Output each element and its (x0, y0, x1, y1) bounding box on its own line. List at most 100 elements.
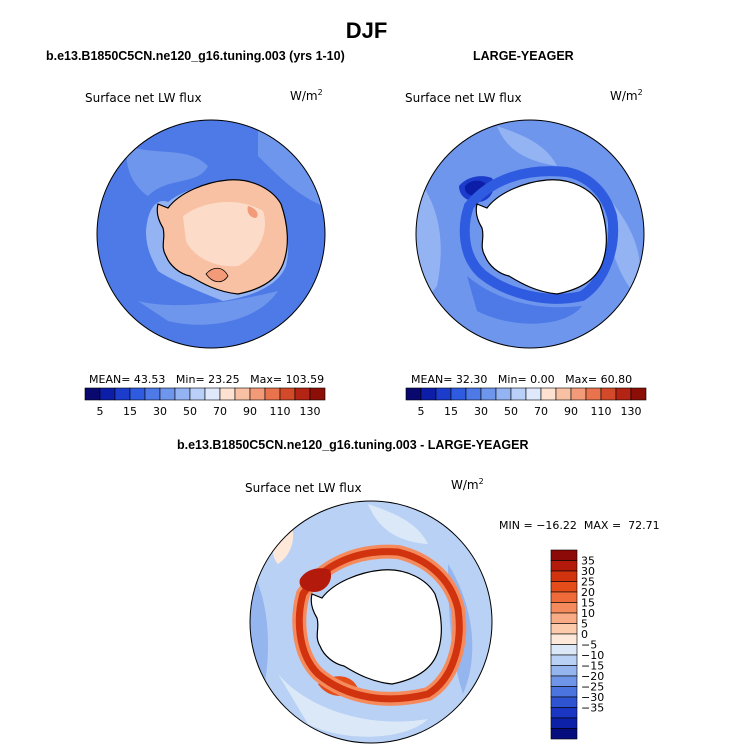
panel1-units: W/m2 (290, 88, 323, 103)
panel2-title: LARGE-YEAGER (473, 49, 574, 63)
panel1-subtitle: Surface net LW flux (85, 91, 202, 105)
panel1-colorbar-swatch (189, 387, 206, 401)
panel2-stats: MEAN= 32.30 Min= 0.00 Max= 60.80 (411, 373, 633, 386)
panel2-colorbar-tick-label: 30 (474, 405, 488, 418)
panel2-colorbar-swatch (405, 387, 422, 401)
panel1-colorbar-swatch (249, 387, 266, 401)
panel3-colorbar-swatch (550, 686, 578, 698)
panel2-colorbar-swatch (540, 387, 557, 401)
panel3-colorbar-swatch (550, 612, 578, 624)
panel3-colorbar-swatch (550, 717, 578, 729)
panel1-colorbar-swatch (129, 387, 146, 401)
panel1-colorbar-swatch (279, 387, 296, 401)
panel3-colorbar-swatch (550, 602, 578, 614)
panel3-colorbar-tick-label: −25 (581, 681, 604, 694)
panel3-colorbar-swatch (550, 560, 578, 572)
panel3-colorbar-tick-label: 30 (581, 565, 595, 578)
panel2-colorbar-swatch (465, 387, 482, 401)
panel3-colorbar-tick-label: −10 (581, 649, 604, 662)
panel2-colorbar-tick-label: 15 (444, 405, 458, 418)
panel3-subtitle: Surface net LW flux (245, 481, 362, 495)
panel1-colorbar-tick-label: 110 (270, 405, 291, 418)
panel2-colorbar-tick-label: 50 (504, 405, 518, 418)
panel3-colorbar-tick-label: −20 (581, 670, 604, 683)
panel3-colorbar-swatch (550, 623, 578, 635)
panel1-colorbar-tick-label: 50 (183, 405, 197, 418)
panel1-stats: MEAN= 43.53 Min= 23.25 Max= 103.59 (89, 373, 325, 386)
panel2-colorbar-swatch (630, 387, 647, 401)
panel3-colorbar-swatch (550, 696, 578, 708)
panel1-colorbar-tick-label: 30 (153, 405, 167, 418)
panel1-colorbar-swatch (234, 387, 251, 401)
panel2-colorbar-tick-label: 70 (534, 405, 548, 418)
panel1-title: b.e13.B1850C5CN.ne120_g16.tuning.003 (yr… (46, 49, 345, 63)
panel2-colorbar-swatch (495, 387, 512, 401)
panel2-colorbar-swatch (600, 387, 617, 401)
panel2-colorbar-swatch (525, 387, 542, 401)
panel3-colorbar-tick-label: −15 (581, 660, 604, 673)
panel3-title: b.e13.B1850C5CN.ne120_g16.tuning.003 - L… (177, 438, 529, 452)
panel3-colorbar-swatch (550, 728, 578, 740)
panel1-colorbar-swatch (99, 387, 116, 401)
panel2-units: W/m2 (610, 88, 643, 103)
panel1-colorbar-swatch (84, 387, 101, 401)
panel3-colorbar-tick-label: 20 (581, 586, 595, 599)
panel1-colorbar-swatch (204, 387, 221, 401)
panel3-colorbar-swatch (550, 654, 578, 666)
panel2-colorbar-tick-label: 130 (621, 405, 642, 418)
panel1-colorbar-swatch (114, 387, 131, 401)
panel1-colorbar-tick-label: 90 (243, 405, 257, 418)
panel1-map (96, 119, 326, 349)
panel3-colorbar-swatch (550, 581, 578, 593)
panel3-colorbar-tick-label: 10 (581, 607, 595, 620)
panel1-colorbar: 5 15 30 50 70 90 110 130 (84, 387, 326, 418)
panel1-colorbar-tick-label: 5 (97, 405, 104, 418)
panel3-colorbar-swatch (550, 570, 578, 582)
panel3-colorbar-tick-label: 25 (581, 576, 595, 589)
panel1-colorbar-swatch (144, 387, 161, 401)
panel3-colorbar-swatch (550, 665, 578, 677)
panel1-colorbar-swatch (309, 387, 326, 401)
panel3-colorbar-tick-label: 15 (581, 597, 595, 610)
panel3-colorbar-swatch (550, 633, 578, 645)
panel2-colorbar-swatch (420, 387, 437, 401)
panel3-colorbar-tick-label: −35 (581, 702, 604, 715)
panel2-colorbar-tick-label: 110 (591, 405, 612, 418)
panel2-colorbar-swatch (450, 387, 467, 401)
panel3-colorbar-swatch (550, 707, 578, 719)
panel3-colorbar-tick-label: 5 (581, 618, 588, 631)
panel2-map (415, 119, 645, 349)
panel1-colorbar-tick-label: 15 (123, 405, 137, 418)
page-title: DJF (345, 18, 388, 43)
panel1-colorbar-tick-label: 130 (300, 405, 321, 418)
panel2-colorbar-swatch (480, 387, 497, 401)
panel3-colorbar-swatch (550, 591, 578, 603)
panel1-colorbar-swatch (294, 387, 311, 401)
panel2-subtitle: Surface net LW flux (405, 91, 522, 105)
panel3-colorbar-tick-label: −5 (581, 639, 597, 652)
panel3-units: W/m2 (451, 477, 484, 492)
panel1-colorbar-swatch (174, 387, 191, 401)
panel3-colorbar-swatch (550, 675, 578, 687)
panel2-colorbar: 5 15 30 50 70 90 110 130 (405, 387, 647, 418)
panel1-colorbar-tick-label: 70 (213, 405, 227, 418)
panel3-colorbar-tick-label: 0 (581, 628, 588, 641)
panel3-colorbar-swatch (550, 549, 578, 561)
panel3-colorbar-tick-label: −30 (581, 691, 604, 704)
panel2-colorbar-swatch (510, 387, 527, 401)
panel1-colorbar-swatch (264, 387, 281, 401)
panel2-colorbar-swatch (570, 387, 587, 401)
panel2-colorbar-tick-label: 5 (418, 405, 425, 418)
panel2-colorbar-swatch (615, 387, 632, 401)
panel2-colorbar-swatch (555, 387, 572, 401)
panel3-map (249, 500, 493, 744)
panel3-stats: MIN = −16.22 MAX = 72.71 (499, 519, 660, 532)
panel2-colorbar-swatch (585, 387, 602, 401)
panel2-colorbar-tick-label: 90 (564, 405, 578, 418)
panel1-colorbar-swatch (219, 387, 236, 401)
panel3-colorbar-swatch (550, 644, 578, 656)
panel2-colorbar-swatch (435, 387, 452, 401)
panel3-colorbar-tick-label: 35 (581, 555, 595, 568)
panel1-colorbar-swatch (159, 387, 176, 401)
